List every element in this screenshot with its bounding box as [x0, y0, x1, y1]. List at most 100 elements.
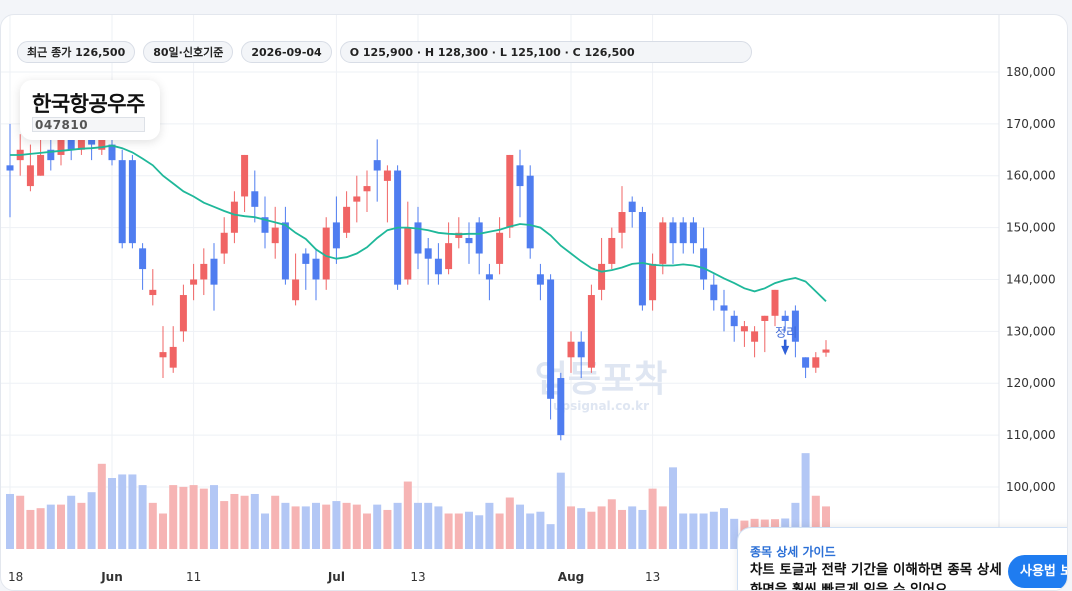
y-tick-label: 150,000	[1006, 221, 1056, 235]
volume-bar	[210, 485, 218, 549]
volume-bar	[189, 485, 198, 549]
volume-bar	[709, 511, 718, 549]
watermark-sub: upsignal.co.kr	[553, 399, 649, 413]
candle-body	[475, 222, 483, 254]
candle-body	[812, 357, 820, 368]
x-tick-label: 13	[410, 570, 425, 584]
candle-body	[710, 284, 718, 301]
x-tick-label: 13	[645, 570, 660, 584]
candle-body	[37, 154, 45, 176]
volume-bar	[159, 513, 167, 549]
candle-body	[302, 253, 310, 264]
volume-bar	[342, 502, 351, 549]
y-tick-label: 180,000	[1006, 65, 1056, 79]
candle-body	[577, 341, 585, 358]
volume-bar	[57, 504, 65, 549]
volume-bar	[332, 501, 341, 549]
volume-bar	[403, 481, 412, 549]
y-tick-label: 110,000	[1006, 428, 1056, 442]
volume-bar	[618, 509, 626, 549]
volume-bar	[638, 509, 647, 549]
candle-body	[618, 212, 626, 233]
volume-bar	[373, 504, 382, 549]
candle-body	[414, 222, 422, 254]
x-tick-label: Jun	[100, 570, 123, 584]
candle-body	[424, 248, 432, 259]
ohlc-pill: O 125,900 · H 128,300 · L 125,100 · C 12…	[339, 41, 752, 63]
volume-bar	[46, 504, 55, 549]
volume-bar	[16, 495, 25, 549]
volume-bar	[26, 509, 35, 549]
candle-body	[190, 279, 198, 285]
y-tick-label: 140,000	[1006, 272, 1056, 286]
x-tick-label: 18	[8, 570, 23, 584]
candle-body	[47, 149, 55, 161]
volume-bar	[97, 463, 106, 549]
volume-bar	[352, 504, 361, 549]
volume-bar	[648, 488, 657, 549]
candle-body	[516, 165, 524, 187]
volume-bar	[301, 506, 310, 549]
volume-bar	[658, 506, 667, 549]
candle-body	[271, 227, 279, 244]
volume-bar	[454, 513, 463, 549]
candle-body	[322, 227, 330, 280]
volume-bar	[36, 508, 45, 549]
watermark-main: 업등포착	[535, 359, 667, 400]
guide-title: 종목 상세 가이드	[750, 545, 836, 559]
candle-body	[689, 222, 697, 244]
volume-bar	[291, 506, 300, 549]
volume-bar	[322, 504, 331, 549]
volume-bar	[536, 511, 545, 549]
candle-body	[526, 175, 534, 249]
volume-bar	[720, 508, 728, 549]
candle-body	[281, 222, 289, 280]
candle-body	[751, 331, 759, 342]
volume-bar	[669, 467, 677, 549]
stock-code: 047810	[32, 117, 145, 132]
volume-bar	[199, 488, 208, 549]
candle-body	[404, 227, 412, 280]
candle-body	[292, 279, 300, 301]
candle-body	[6, 165, 14, 171]
volume-bar	[607, 499, 616, 549]
stock-title-card: 한국항공우주 047810	[20, 80, 160, 140]
period-pill: 80일·신호기준	[143, 41, 234, 63]
y-tick-label: 160,000	[1006, 169, 1056, 183]
x-tick-label: Jul	[327, 570, 345, 584]
candle-body	[98, 139, 106, 150]
volume-bar	[495, 513, 504, 549]
candle-body	[455, 232, 463, 238]
candle-body	[383, 170, 391, 181]
candle-body	[761, 315, 769, 321]
candle-body	[312, 258, 320, 280]
candle-body	[496, 232, 504, 264]
volume-bar	[77, 502, 86, 549]
y-tick-label: 130,000	[1006, 324, 1056, 338]
volume-bar	[138, 485, 147, 549]
volume-bar	[434, 506, 443, 549]
candle-body	[700, 248, 708, 280]
volume-bar	[240, 495, 249, 549]
candle-body	[210, 258, 218, 285]
guide-button[interactable]: 사용법 보기	[1008, 555, 1067, 588]
volume-bar	[516, 504, 524, 549]
volume-bar	[148, 502, 157, 549]
candle-body	[465, 237, 473, 244]
x-tick-label: 11	[186, 570, 201, 584]
volume-bar	[230, 493, 239, 549]
volume-bar	[485, 502, 494, 549]
candle-body	[720, 305, 728, 311]
volume-bar	[811, 495, 820, 549]
date-pill: 2026-09-04	[241, 41, 332, 63]
volume-bar	[546, 524, 555, 549]
candle-body	[251, 191, 259, 207]
candle-body	[740, 326, 748, 332]
volume-bar	[597, 506, 606, 549]
chart-card: 업등포착 upsignal.co.kr 정리 100,000 110,000 120,00…	[0, 14, 1068, 591]
candle-body	[128, 160, 136, 244]
volume-bar	[393, 502, 402, 549]
volume-bar	[730, 518, 739, 549]
volume-bar	[465, 511, 473, 549]
